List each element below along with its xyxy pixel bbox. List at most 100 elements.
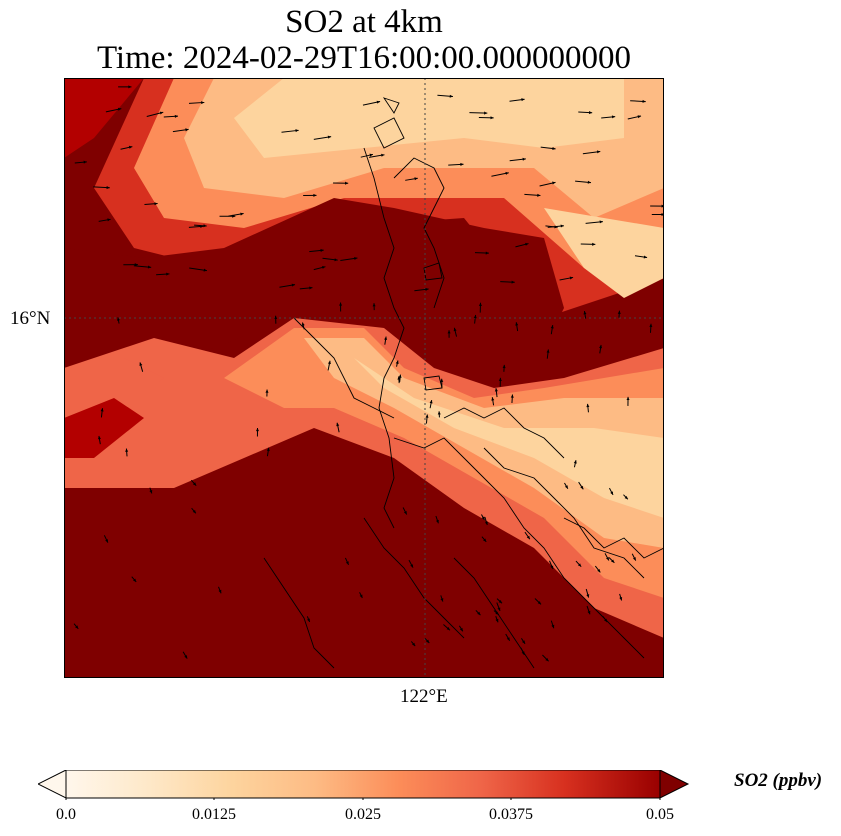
wind-arrow-head bbox=[522, 157, 526, 161]
wind-arrow-head bbox=[551, 624, 555, 629]
wind-arrow-head bbox=[606, 556, 609, 561]
wind-arrow-head bbox=[546, 349, 550, 353]
wind-arrow-head bbox=[106, 186, 110, 190]
wind-arrow-head bbox=[511, 280, 515, 284]
wind-arrow-head bbox=[139, 362, 143, 366]
wind-arrow-head bbox=[218, 589, 222, 594]
lon-tick-label: 122°E bbox=[400, 686, 448, 707]
wind-arrow-head bbox=[147, 265, 152, 269]
wind-arrow-head bbox=[642, 99, 646, 103]
wind-arrow-head bbox=[412, 642, 416, 647]
colorbar-tick: 0.0 bbox=[56, 806, 76, 823]
wind-arrow-head bbox=[599, 220, 603, 224]
wind-arrow-head bbox=[345, 561, 349, 565]
wind-arrow-head bbox=[240, 212, 244, 216]
wind-arrow-head bbox=[592, 242, 596, 246]
gridlines bbox=[64, 78, 664, 678]
wind-arrow-head bbox=[604, 618, 608, 623]
wind-arrow-head bbox=[587, 180, 592, 184]
wind-arrow-head bbox=[437, 411, 441, 415]
wind-arrow-head bbox=[83, 160, 87, 164]
wind-arrow-head bbox=[395, 360, 399, 364]
wind-arrow-head bbox=[327, 135, 332, 139]
wind-arrow-head bbox=[550, 565, 554, 570]
wind-arrow-head bbox=[75, 625, 79, 629]
wind-arrow-head bbox=[583, 311, 587, 315]
wind-arrow-head bbox=[560, 224, 564, 228]
wind-arrow-head bbox=[522, 640, 526, 644]
wind-arrow-head bbox=[154, 202, 158, 206]
wind-arrow-head bbox=[339, 302, 343, 306]
wind-arrow-head bbox=[661, 204, 664, 208]
wind-arrow-head bbox=[521, 651, 525, 655]
wind-arrow-head bbox=[184, 655, 188, 659]
colorbar-tick: 0.0375 bbox=[489, 806, 533, 823]
wind-arrow-head bbox=[440, 598, 444, 602]
wind-arrow-head bbox=[372, 303, 376, 307]
wind-arrow-head bbox=[537, 601, 542, 605]
map-subtitle-time: Time: 2024-02-29T16:00:00.000000000 bbox=[96, 40, 632, 76]
wind-arrow-head bbox=[384, 336, 388, 340]
wind-arrow-head bbox=[403, 511, 407, 515]
wind-arrow-head bbox=[313, 193, 317, 197]
wind-arrow-head bbox=[484, 111, 488, 115]
wind-arrow-head bbox=[425, 287, 429, 291]
wind-arrow-head bbox=[449, 94, 453, 98]
wind-arrow-head bbox=[485, 251, 489, 255]
wind-arrow-head bbox=[128, 145, 133, 149]
wind-arrow-head bbox=[526, 535, 530, 540]
wind-arrow-head bbox=[291, 283, 296, 287]
wind-arrow-head bbox=[134, 263, 138, 267]
wind-arrow-head bbox=[265, 389, 269, 393]
wind-arrow-head bbox=[611, 115, 616, 119]
wind-arrow-head bbox=[502, 364, 506, 369]
wind-arrow-head bbox=[537, 193, 541, 197]
wind-arrow-head bbox=[573, 460, 577, 464]
wind-arrow-head bbox=[376, 100, 381, 104]
wind-arrow-head bbox=[414, 177, 418, 181]
wind-arrow-head bbox=[410, 564, 414, 568]
wind-arrow-head bbox=[552, 181, 556, 185]
wind-arrow-head bbox=[266, 447, 270, 452]
wind-arrow-head bbox=[440, 378, 444, 382]
colorbar-tick: 0.0125 bbox=[192, 806, 236, 823]
wind-arrow-head bbox=[309, 286, 313, 290]
wind-arrow-head bbox=[334, 258, 338, 262]
wind-arrow-head bbox=[617, 310, 621, 314]
wind-arrow-head bbox=[580, 485, 584, 490]
colorbar-label: SO2 (ppbv) bbox=[734, 770, 823, 791]
wind-arrow-head bbox=[525, 242, 529, 246]
wind-arrow-head bbox=[369, 153, 373, 157]
wind-arrow-head bbox=[174, 114, 179, 118]
wind-arrow-head bbox=[301, 322, 305, 326]
wind-arrow-head bbox=[550, 325, 554, 329]
wind-arrow-head bbox=[460, 162, 464, 166]
wind-arrow-head bbox=[381, 153, 385, 157]
wind-arrow-head bbox=[477, 611, 481, 616]
colorbar-tick: 0.025 bbox=[345, 806, 381, 823]
wind-arrow-head bbox=[354, 256, 358, 260]
wind-arrow-head bbox=[632, 557, 636, 561]
wind-arrow-head bbox=[149, 490, 153, 494]
wind-arrow-head bbox=[117, 107, 122, 111]
wind-arrow-head bbox=[599, 344, 603, 349]
wind-arrow-head bbox=[192, 509, 196, 514]
wind-arrow-head bbox=[125, 448, 129, 452]
wind-arrow-head bbox=[128, 85, 132, 89]
wind-arrow-head bbox=[597, 568, 601, 573]
wind-arrow-head bbox=[564, 485, 568, 489]
wind-arrow-head bbox=[610, 491, 614, 495]
wind-arrow-head bbox=[587, 610, 591, 615]
wind-arrow-head bbox=[274, 315, 278, 319]
wind-arrow-head bbox=[429, 400, 433, 404]
wind-arrow-head bbox=[643, 255, 648, 259]
wind-arrow-head bbox=[577, 563, 582, 567]
wind-arrow-head bbox=[545, 657, 549, 662]
wind-arrow-head bbox=[473, 314, 477, 319]
wind-arrow-head bbox=[661, 212, 664, 217]
wind-arrow-head bbox=[490, 116, 494, 120]
wind-arrow-head bbox=[596, 150, 601, 154]
wind-arrow-head bbox=[116, 317, 120, 321]
wind-arrow-head bbox=[100, 408, 104, 412]
wind-arrow-head bbox=[453, 327, 457, 332]
